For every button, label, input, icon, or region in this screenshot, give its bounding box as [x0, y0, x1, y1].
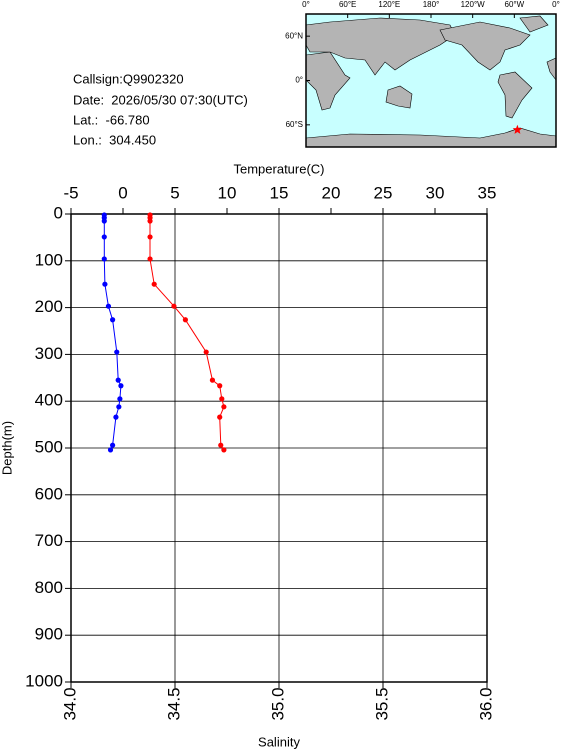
- profile-point: [217, 383, 223, 389]
- y-tick-label: 900: [35, 625, 63, 644]
- map-lat-label: 60°S: [286, 120, 303, 129]
- profile-point: [101, 256, 107, 262]
- x-top-tick-label: -5: [63, 183, 78, 202]
- info-line: Lon.: 304.450: [73, 132, 156, 147]
- profile-point: [147, 218, 153, 224]
- profile-point: [182, 317, 188, 323]
- profile-point: [218, 442, 224, 448]
- x-top-tick-label: 15: [270, 183, 289, 202]
- profile-point: [221, 404, 227, 410]
- y-tick-label: 0: [54, 203, 63, 222]
- map-lon-label: 180°: [423, 0, 440, 9]
- profile-line: [103, 214, 122, 451]
- profile-point: [110, 317, 116, 323]
- profile-point: [102, 281, 108, 287]
- info-block: Callsign:Q9902320 Date: 2026/05/30 07:30…: [73, 71, 248, 147]
- x-tick-label: 34.0: [60, 687, 79, 720]
- x-top-tick-label: 20: [322, 183, 341, 202]
- y-tick-label: 700: [35, 531, 63, 550]
- x-top-tick-label: 5: [170, 183, 179, 202]
- x-top-tick-label: 0: [118, 183, 127, 202]
- y-tick-label: 800: [35, 578, 63, 597]
- profile-point: [107, 447, 114, 453]
- profile-point: [115, 377, 121, 383]
- profile-point: [147, 256, 153, 262]
- x-top-tick-label: 10: [218, 183, 237, 202]
- y-tick-label: 1000: [25, 671, 63, 690]
- info-line: Lat.: -66.780: [73, 112, 150, 127]
- profile-point: [209, 377, 216, 383]
- x-tick-label: 36.0: [476, 687, 495, 720]
- profile-point: [171, 303, 177, 309]
- profile-point: [114, 349, 120, 355]
- profile-point: [110, 442, 116, 448]
- profile-point: [203, 349, 209, 355]
- y-tick-label: 600: [35, 484, 63, 503]
- profile-point: [101, 234, 107, 240]
- y-tick-label: 100: [35, 250, 63, 269]
- x-tick-label: 34.5: [164, 687, 183, 720]
- info-line: Callsign:Q9902320: [73, 71, 184, 86]
- x-top-tick-label: 30: [426, 183, 445, 202]
- y-tick-label: 300: [35, 344, 63, 363]
- profile-point: [113, 414, 119, 420]
- profile-point: [147, 234, 153, 240]
- map-lon-label: 60°W: [505, 0, 525, 9]
- profile-point: [221, 447, 227, 453]
- y-axis-title: Depth(m): [0, 421, 14, 475]
- profile-point: [151, 281, 157, 287]
- float-marker: [512, 124, 523, 134]
- x-tick-label: 35.0: [268, 687, 287, 720]
- profile-point: [101, 218, 107, 224]
- map-lon-label: 60°E: [339, 0, 356, 9]
- x-top-axis-title: Temperature(C): [233, 161, 324, 176]
- land: [305, 15, 557, 148]
- map-lon-label: 120°E: [378, 0, 400, 9]
- map-lon-label: 0°: [552, 0, 560, 9]
- info-line: Date: 2026/05/30 07:30(UTC): [73, 92, 248, 107]
- profile-point: [117, 396, 123, 402]
- profile-point: [116, 404, 122, 410]
- x-top-tick-label: 25: [374, 183, 393, 202]
- x-top-tick-label: 35: [478, 183, 497, 202]
- plot-frame: [70, 213, 488, 683]
- map-lon-label: 120°W: [461, 0, 486, 9]
- profile-point: [118, 383, 124, 389]
- profile-point: [105, 303, 112, 309]
- x-axis-title: Salinity: [258, 734, 300, 749]
- x-tick-label: 35.5: [372, 687, 391, 720]
- map-lon-label: 0°: [302, 0, 310, 9]
- profile-point: [217, 414, 223, 420]
- profile-point: [219, 396, 225, 402]
- map-lat-label: 0°: [295, 76, 303, 85]
- map-lat-label: 60°N: [285, 31, 303, 40]
- profile-line: [149, 214, 225, 451]
- map: 0° 60°E 120°E 180° 120°W 60°W 0° 60°N 0° 60°S: [285, 0, 560, 148]
- y-tick-label: 400: [35, 391, 63, 410]
- y-tick-label: 200: [35, 297, 63, 316]
- y-tick-label: 500: [35, 437, 63, 456]
